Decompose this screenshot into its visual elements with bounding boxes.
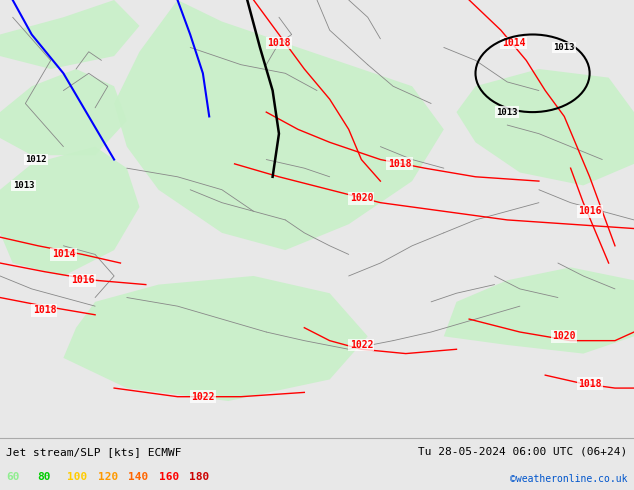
Text: 1012: 1012 [25, 155, 47, 164]
Text: 1016: 1016 [70, 275, 94, 285]
Text: Tu 28-05-2024 06:00 UTC (06+24): Tu 28-05-2024 06:00 UTC (06+24) [418, 447, 628, 457]
Text: 120: 120 [98, 472, 118, 482]
Text: 1014: 1014 [51, 249, 75, 259]
Text: 1014: 1014 [501, 38, 526, 48]
Text: 1022: 1022 [349, 340, 373, 350]
Polygon shape [114, 0, 444, 250]
Text: 160: 160 [158, 472, 179, 482]
Polygon shape [444, 268, 634, 354]
Text: 1018: 1018 [578, 379, 602, 389]
Text: 1020: 1020 [349, 194, 373, 203]
Text: ©weatheronline.co.uk: ©weatheronline.co.uk [510, 474, 628, 485]
Text: 1013: 1013 [13, 181, 34, 190]
Text: 1018: 1018 [387, 159, 411, 169]
Text: 1013: 1013 [496, 108, 518, 117]
Polygon shape [456, 69, 634, 185]
Text: 140: 140 [128, 472, 148, 482]
Polygon shape [0, 147, 139, 276]
Text: 1018: 1018 [267, 38, 291, 48]
Text: 100: 100 [67, 472, 87, 482]
Text: 180: 180 [189, 472, 209, 482]
Text: Jet stream/SLP [kts] ECMWF: Jet stream/SLP [kts] ECMWF [6, 447, 182, 457]
Text: 80: 80 [37, 472, 50, 482]
Polygon shape [63, 276, 368, 401]
Text: 1022: 1022 [191, 392, 215, 402]
Polygon shape [0, 0, 139, 69]
Text: 1018: 1018 [32, 305, 56, 316]
Text: 60: 60 [6, 472, 20, 482]
Text: 1016: 1016 [578, 206, 602, 216]
Polygon shape [0, 69, 127, 155]
Text: 1020: 1020 [552, 331, 576, 342]
Text: 1013: 1013 [553, 43, 575, 52]
